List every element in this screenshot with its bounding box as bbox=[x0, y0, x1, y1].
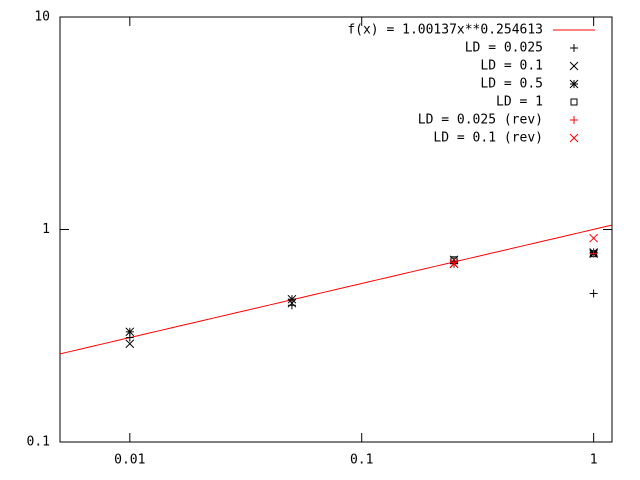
legend-swatch bbox=[570, 98, 578, 106]
marker-stroke bbox=[287, 298, 297, 308]
data-point bbox=[287, 294, 297, 304]
data-point bbox=[589, 289, 598, 298]
x-tick-label: 1 bbox=[590, 453, 598, 468]
marker-stroke bbox=[570, 98, 578, 106]
legend-swatch bbox=[570, 44, 578, 52]
legend-swatch bbox=[569, 79, 579, 89]
marker-stroke bbox=[569, 79, 579, 89]
legend-swatch bbox=[569, 61, 579, 71]
marker-stroke bbox=[125, 327, 135, 337]
marker-stroke bbox=[125, 339, 135, 349]
fit-line bbox=[60, 224, 612, 355]
legend-label: LD = 0.1 (rev) bbox=[433, 131, 543, 146]
plot-area bbox=[60, 224, 612, 355]
marker-stroke bbox=[569, 61, 579, 71]
y-tick-label: 1 bbox=[42, 222, 50, 237]
y-tick-label: 10 bbox=[34, 10, 50, 25]
legend-label: f(x) = 1.00137x**0.254613 bbox=[347, 23, 543, 38]
data-point bbox=[450, 258, 459, 267]
marker-stroke bbox=[569, 133, 579, 143]
x-tick-label: 0.01 bbox=[114, 453, 145, 468]
marker-stroke bbox=[449, 259, 459, 269]
x-tick-label: 0.1 bbox=[350, 453, 373, 468]
legend-label: LD = 0.5 bbox=[480, 77, 543, 92]
legend-label: LD = 1 bbox=[496, 95, 543, 110]
data-point bbox=[125, 327, 135, 337]
data-point bbox=[589, 249, 598, 258]
marker-stroke bbox=[589, 233, 598, 243]
y-tick-label: 0.1 bbox=[27, 435, 50, 450]
data-point bbox=[589, 233, 598, 243]
marker-stroke bbox=[287, 294, 297, 304]
legend-swatch bbox=[569, 133, 579, 143]
legend-swatch bbox=[570, 116, 578, 124]
data-point bbox=[287, 298, 297, 308]
data-point bbox=[125, 339, 135, 349]
legend-label: LD = 0.025 bbox=[465, 41, 543, 56]
legend-label: LD = 0.025 (rev) bbox=[418, 113, 543, 128]
legend-label: LD = 0.1 bbox=[480, 59, 543, 74]
data-point bbox=[449, 259, 459, 269]
